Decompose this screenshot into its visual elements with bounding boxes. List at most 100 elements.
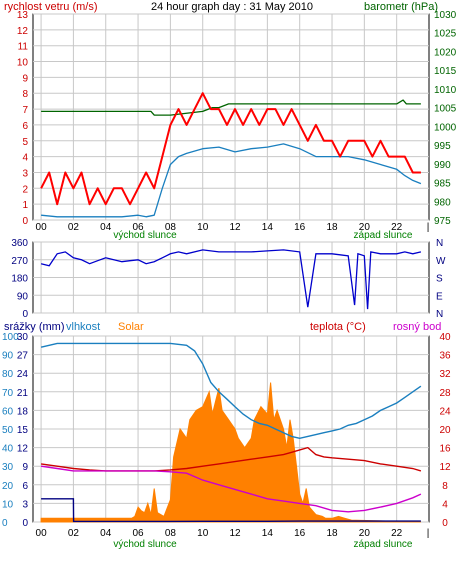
- wind-left-tick-label: 3: [22, 168, 28, 179]
- wind-left-tick-label: 11: [18, 42, 29, 53]
- temperature-tick-label: 28: [439, 388, 451, 399]
- rain-line: [41, 498, 421, 523]
- humidity-outer-ticks: 0 10 20 30 40 50 60 70 80 90 100: [2, 332, 19, 529]
- humidity-line: [40, 342, 422, 440]
- climate-x-tick-label: 18: [326, 528, 338, 539]
- pressure-tick-label: 1005: [434, 104, 457, 115]
- pressure-axis-title: barometr (hPa): [364, 1, 438, 13]
- climate-x-tick-label: 20: [359, 528, 371, 539]
- wind-x-tick-label: 18: [326, 222, 338, 233]
- pressure-tick-label: 1020: [434, 47, 457, 58]
- wind-left-tick-label: 4: [22, 153, 28, 164]
- pressure-tick-label: 980: [434, 197, 451, 208]
- climate-x-tick-label: 08: [165, 528, 177, 539]
- legend-rain: srážky (mm): [4, 321, 65, 333]
- direction-tick-label: 0: [22, 309, 28, 320]
- wind-axis-title: rychlost vetru (m/s): [4, 1, 98, 13]
- rain-tick-label: 0: [22, 518, 28, 529]
- wind-left-tick-label: 12: [17, 26, 29, 37]
- direction-tick-label: 180: [11, 274, 28, 285]
- wind-left-tick-label: 1: [22, 200, 28, 211]
- climate-x-tick-label: 02: [68, 528, 80, 539]
- wind-pressure-panel: rychlost vetru (m/s) 24 hour graph day :…: [4, 1, 457, 241]
- temperature-right-ticks: 0 4 8 12 16 20 24 28 32 36 40: [439, 332, 451, 529]
- wind-left-tick-label: 8: [22, 89, 28, 100]
- humidity-tick-label: 70: [2, 388, 14, 399]
- rain-tick-label: 21: [17, 388, 29, 399]
- wind-left-tick-label: 9: [22, 73, 28, 84]
- wind-x-tick-label: 00: [36, 222, 48, 233]
- temperature-tick-label: 0: [442, 518, 448, 529]
- pressure-tick-label: 1030: [434, 10, 457, 21]
- compass-tick-label: E: [436, 291, 443, 302]
- direction-series: [40, 249, 422, 310]
- rain-tick-label: 3: [22, 499, 28, 510]
- legend-dewpoint: rosný bod: [393, 321, 441, 333]
- direction-line: [40, 249, 422, 310]
- wind-series: [40, 92, 422, 218]
- wind-left-tick-label: 7: [22, 105, 28, 116]
- wind-x-ticks: 00 02 04 06 08 10 12 14 16 18 20 22 |: [36, 222, 430, 233]
- rain-tick-label: 27: [17, 351, 29, 362]
- wind-x-tick-label: 12: [229, 222, 241, 233]
- sunset-label-2: západ slunce: [354, 539, 413, 550]
- wind-left-tick-label: 2: [22, 184, 28, 195]
- wind-x-tick-label: 08: [165, 222, 177, 233]
- wind-left-tick-label: 6: [22, 121, 28, 132]
- direction-tick-label: 360: [11, 238, 28, 249]
- wind-x-end-tick: |: [427, 222, 430, 233]
- temperature-tick-label: 12: [439, 462, 451, 473]
- wind-grid: [33, 13, 429, 221]
- wind-x-tick-label: 14: [262, 222, 274, 233]
- rain-tick-label: 15: [17, 425, 29, 436]
- rain-tick-label: 9: [22, 462, 28, 473]
- wind-x-tick-label: 04: [100, 222, 112, 233]
- temperature-tick-label: 8: [442, 481, 448, 492]
- climate-x-tick-label: 04: [100, 528, 112, 539]
- pressure-tick-label: 1010: [434, 85, 457, 96]
- compass-tick-label: W: [436, 256, 446, 267]
- climate-x-ticks: 00 02 04 06 08 10 12 14 16 18 20 22 |: [36, 528, 430, 539]
- legend-solar: Solar: [118, 321, 144, 333]
- pressure-tick-label: 1025: [434, 29, 457, 40]
- sunrise-label-2: východ slunce: [113, 539, 177, 550]
- climate-x-tick-label: 00: [36, 528, 48, 539]
- wind-x-tick-label: 06: [132, 222, 144, 233]
- direction-left-ticks: 360 270 180 90 0: [11, 238, 28, 320]
- climate-panel: srážky (mm) vlhkost Solar teplota (°C) r…: [2, 321, 451, 550]
- compass-tick-label: N: [436, 309, 443, 320]
- chart-title: 24 hour graph day : 31 May 2010: [151, 1, 313, 13]
- legend-temperature: teplota (°C): [310, 321, 366, 333]
- rain-tick-label: 24: [17, 369, 29, 380]
- humidity-tick-label: 30: [2, 462, 14, 473]
- rain-inner-ticks: 0 3 6 9 12 15 18 21 24 27 30: [17, 332, 29, 529]
- pressure-tick-label: 1000: [434, 122, 457, 133]
- humidity-tick-label: 100: [2, 332, 19, 343]
- sunset-label: západ slunce: [354, 230, 413, 241]
- humidity-tick-label: 20: [2, 481, 14, 492]
- pressure-right-ticks: 975 980 985 990 995 1000 1005 1010 1015 1020 1025 1…: [434, 10, 457, 227]
- temperature-tick-label: 16: [439, 444, 451, 455]
- pressure-tick-label: 975: [434, 216, 451, 227]
- dewpoint-line: [41, 465, 422, 513]
- humidity-tick-label: 90: [2, 351, 14, 362]
- wind-x-tick-label: 02: [68, 222, 80, 233]
- pressure-tick-label: 985: [434, 179, 451, 190]
- gust-line: [40, 92, 421, 206]
- solar-area: [40, 382, 421, 523]
- climate-x-end-tick: |: [427, 528, 430, 539]
- legend-humidity: vlhkost: [66, 321, 100, 333]
- humidity-tick-label: 80: [2, 369, 14, 380]
- pressure-tick-label: 995: [434, 141, 451, 152]
- climate-x-tick-label: 14: [262, 528, 274, 539]
- climate-x-tick-label: 16: [294, 528, 306, 539]
- rain-tick-label: 12: [17, 444, 29, 455]
- climate-x-tick-label: 22: [391, 528, 403, 539]
- wind-left-tick-label: 0: [22, 216, 28, 227]
- wind-left-tick-label: 5: [22, 137, 28, 148]
- humidity-tick-label: 0: [2, 518, 8, 529]
